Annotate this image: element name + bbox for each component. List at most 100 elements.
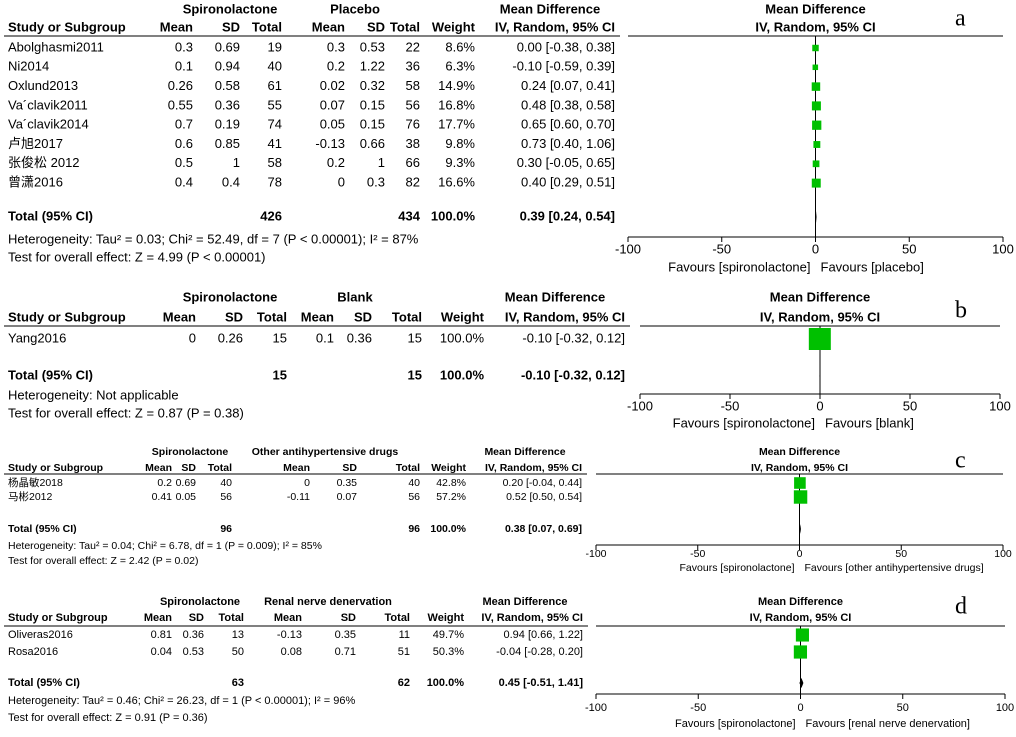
cell: 40 bbox=[408, 477, 420, 489]
group-header: Spironolactone bbox=[160, 596, 240, 608]
x-tick-label: 0 bbox=[797, 702, 803, 714]
x-tick-label: -100 bbox=[615, 241, 641, 256]
total-n: 15 bbox=[273, 367, 287, 382]
study-name: 曾潇2016 bbox=[8, 175, 63, 190]
cell: 0.15 bbox=[360, 97, 385, 112]
effect-label: 0.65 [0.60, 0.70] bbox=[521, 117, 615, 132]
weight: 9.3% bbox=[445, 155, 475, 170]
x-tick-label: -50 bbox=[712, 241, 731, 256]
column-header: Total bbox=[257, 309, 287, 324]
x-tick-label: -50 bbox=[690, 548, 705, 560]
column-header: SD bbox=[367, 19, 385, 34]
x-tick-label: 50 bbox=[897, 702, 909, 714]
column-header: SD bbox=[189, 612, 204, 624]
cell: 58 bbox=[268, 155, 282, 170]
cell: 1 bbox=[233, 155, 240, 170]
cell: 0.41 bbox=[152, 491, 173, 503]
effect-label: -0.10 [-0.32, 0.12] bbox=[522, 330, 625, 345]
effect-square bbox=[812, 44, 819, 52]
cell: 82 bbox=[406, 175, 420, 190]
x-tick-label: 100 bbox=[992, 241, 1014, 256]
column-header: SD bbox=[181, 462, 196, 474]
cell: 0.05 bbox=[176, 491, 197, 503]
effect-label: 0.24 [0.07, 0.41] bbox=[521, 78, 615, 93]
cell: 0.19 bbox=[215, 117, 240, 132]
x-tick-label: -50 bbox=[690, 702, 706, 714]
column-header: Mean bbox=[163, 309, 196, 324]
cell: 0.35 bbox=[337, 477, 358, 489]
group-header: Spironolactone bbox=[183, 289, 278, 304]
effect-square bbox=[794, 477, 806, 489]
cell: 13 bbox=[232, 629, 244, 641]
cell: 0.2 bbox=[327, 59, 345, 74]
overall-test: Test for overall effect: Z = 0.91 (P = 0… bbox=[8, 712, 208, 724]
column-header: SD bbox=[222, 19, 240, 34]
effect-square bbox=[812, 64, 819, 71]
study-name: Abolghasmi2011 bbox=[8, 39, 104, 54]
x-tick-label: 100 bbox=[989, 398, 1011, 413]
study-name: Oxlund2013 bbox=[8, 78, 78, 93]
plot-header: Mean Difference bbox=[758, 596, 843, 608]
total-label: Total (95% CI) bbox=[8, 677, 80, 689]
plot-header: Mean Difference bbox=[759, 446, 840, 458]
cell: 0.05 bbox=[320, 117, 345, 132]
panel-letter: d bbox=[955, 594, 967, 620]
column-header: Weight bbox=[441, 309, 485, 324]
cell: 0 bbox=[189, 330, 196, 345]
column-header: Weight bbox=[428, 612, 465, 624]
favours-label: Favours [spironolactone] bbox=[675, 718, 795, 730]
effect-square bbox=[811, 101, 821, 111]
weight: 16.6% bbox=[438, 175, 475, 190]
favours-label: Favours [spironolactone] bbox=[668, 259, 810, 274]
x-tick-label: 0 bbox=[816, 398, 823, 413]
effect-label: -0.04 [-0.28, 0.20] bbox=[496, 646, 583, 658]
effect-square bbox=[793, 490, 808, 504]
x-tick-label: 100 bbox=[996, 702, 1014, 714]
cell: 0.36 bbox=[183, 629, 204, 641]
weight: 49.7% bbox=[433, 629, 464, 641]
cell: 22 bbox=[406, 39, 420, 54]
cell: 0.02 bbox=[320, 78, 345, 93]
x-tick-label: -100 bbox=[585, 702, 607, 714]
cell: 0.2 bbox=[327, 155, 345, 170]
cell: 0.36 bbox=[347, 330, 372, 345]
x-tick-label: -100 bbox=[585, 548, 606, 560]
cell: 66 bbox=[406, 155, 420, 170]
group-header: Spironolactone bbox=[183, 1, 278, 16]
cell: 0.1 bbox=[175, 59, 193, 74]
total-weight: 100.0% bbox=[427, 677, 465, 689]
effect-label: 0.20 [-0.04, 0.44] bbox=[503, 477, 582, 489]
weight: 14.9% bbox=[438, 78, 475, 93]
cell: 56 bbox=[406, 97, 420, 112]
effect-label: 0.30 [-0.05, 0.65] bbox=[517, 155, 615, 170]
cell: 1 bbox=[378, 155, 385, 170]
cell: 0.55 bbox=[168, 97, 193, 112]
panel-letter: a bbox=[955, 6, 966, 32]
cell: 76 bbox=[406, 117, 420, 132]
column-header: Total bbox=[390, 19, 420, 34]
column-header: IV, Random, 95% CI bbox=[505, 309, 625, 324]
overall-test: Test for overall effect: Z = 0.87 (P = 0… bbox=[8, 405, 244, 420]
cell: 0.5 bbox=[175, 155, 193, 170]
cell: 0.26 bbox=[218, 330, 243, 345]
total-effect: -0.10 [-0.32, 0.12] bbox=[521, 367, 625, 382]
cell: -0.13 bbox=[277, 629, 302, 641]
total-label: Total (95% CI) bbox=[8, 523, 77, 535]
effect-label: 0.52 [0.50, 0.54] bbox=[506, 491, 582, 503]
total-weight: 100.0% bbox=[440, 367, 485, 382]
weight: 8.6% bbox=[445, 39, 475, 54]
column-header: Total bbox=[219, 612, 244, 624]
favours-label: Favours [spironolactone] bbox=[680, 562, 795, 574]
cell: 56 bbox=[220, 491, 232, 503]
cell: 0.85 bbox=[215, 136, 240, 151]
cell: 0 bbox=[338, 175, 345, 190]
total-effect: 0.45 [-0.51, 1.41] bbox=[499, 677, 584, 689]
favours-label: Favours [renal nerve denervation] bbox=[806, 718, 970, 730]
column-header: Study or Subgroup bbox=[8, 309, 126, 324]
cell: 0.7 bbox=[175, 117, 193, 132]
diamond bbox=[799, 677, 804, 689]
total-weight: 100.0% bbox=[430, 523, 466, 535]
total-n: 15 bbox=[408, 367, 422, 382]
cell: 0.07 bbox=[320, 97, 345, 112]
effect-square bbox=[812, 120, 822, 130]
